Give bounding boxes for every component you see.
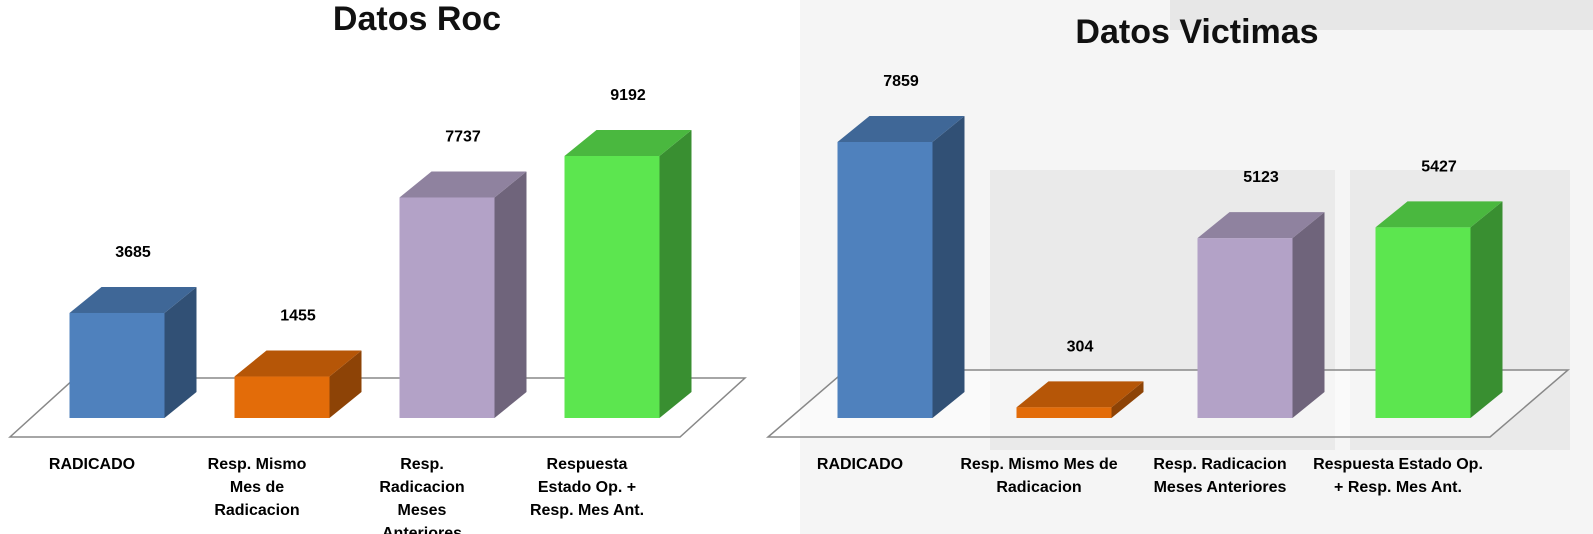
x-tick-label: RADICADO <box>48 456 136 473</box>
value-label: 5123 <box>1243 169 1279 186</box>
bar-top <box>837 116 965 142</box>
value-label: 5427 <box>1421 158 1457 175</box>
bar-side <box>494 171 527 418</box>
bar-side <box>164 286 197 418</box>
bar <box>234 376 330 418</box>
bar-top <box>564 130 692 156</box>
bar-side <box>932 116 965 418</box>
x-tick-label: Resp. Mismo Mes de Radicacion <box>960 456 1118 496</box>
bar <box>399 197 495 418</box>
x-tick-label: RADICADO <box>816 456 904 473</box>
x-tick-label: Resp. Radicacion Meses Anteriores <box>379 456 465 534</box>
bar <box>1016 407 1112 418</box>
value-label: 7737 <box>445 128 481 145</box>
value-label: 304 <box>1067 338 1094 355</box>
x-tick-label: Respuesta Estado Op. + Resp. Mes Ant. <box>529 456 645 519</box>
bar-top <box>1016 381 1144 408</box>
bar-side <box>1470 201 1503 418</box>
bar <box>1375 227 1471 418</box>
bar-top <box>399 171 527 198</box>
bar-top <box>1197 212 1325 239</box>
bar-top <box>1375 201 1503 228</box>
bar <box>837 142 933 418</box>
bar-side <box>659 130 692 418</box>
bar-top <box>234 350 362 377</box>
value-label: 3685 <box>115 244 151 261</box>
bar-side <box>1111 381 1144 418</box>
bar-side <box>329 350 362 418</box>
value-label: 1455 <box>280 308 316 325</box>
bar <box>69 312 165 418</box>
bar <box>564 156 660 418</box>
chart-title: Datos Roc <box>333 0 501 38</box>
floor <box>765 369 1571 438</box>
bar-side <box>1292 212 1325 418</box>
x-tick-label: Resp. Mismo Mes de Radicacion <box>207 456 307 519</box>
bar <box>1197 238 1293 418</box>
x-tick-label: Respuesta Estado Op. + Resp. Mes Ant. <box>1313 456 1483 496</box>
chart-title: Datos Victimas <box>1075 13 1318 51</box>
value-label: 9192 <box>610 87 646 104</box>
bar-top <box>69 286 197 313</box>
x-tick-label: Resp. Radicacion Meses Anteriores <box>1153 456 1287 496</box>
value-label: 7859 <box>883 73 919 90</box>
